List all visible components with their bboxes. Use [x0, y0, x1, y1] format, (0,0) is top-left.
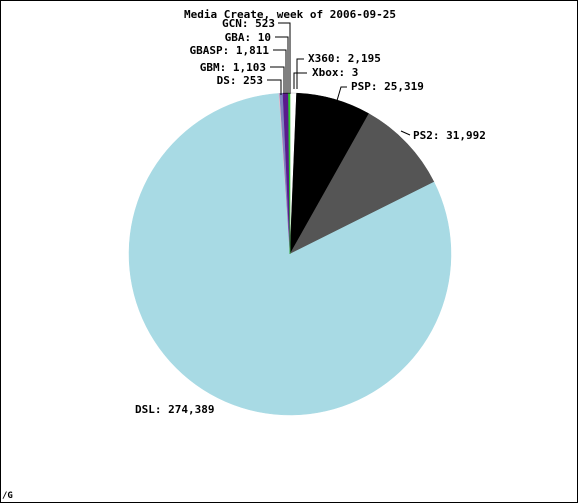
leader-line-gba — [275, 36, 289, 94]
slice-label-gba: GBA: 10 — [225, 31, 271, 44]
leader-line-gbasp — [273, 49, 287, 94]
slice-label-ps2: PS2: 31,992 — [413, 129, 486, 142]
slice-label-ds: DS: 253 — [217, 74, 263, 87]
slice-label-x360: X360: 2,195 — [308, 52, 381, 65]
pie-slice-ps2 — [289, 113, 435, 255]
slice-label-psp: PSP: 25,319 — [351, 80, 424, 93]
leader-line-x360 — [296, 58, 304, 89]
leader-line-gcn — [278, 22, 291, 94]
slice-label-dsl: DSL: 274,389 — [135, 403, 214, 416]
leader-line-ps2 — [400, 130, 411, 136]
leader-line-ds — [267, 79, 282, 95]
slice-label-xbox: Xbox: 3 — [312, 66, 358, 79]
slice-label-gbm: GBM: 1,103 — [200, 61, 266, 74]
leader-line-xbox — [293, 72, 307, 89]
leader-line-gbm — [270, 66, 285, 94]
pie-slice-dsl — [128, 93, 452, 416]
leader-line-psp — [335, 86, 347, 105]
slice-label-gcn: GCN: 523 — [222, 17, 275, 30]
slice-label-gbasp: GBASP: 1,811 — [190, 44, 270, 57]
chart-title: Media Create, week of 2006-09-25 — [184, 8, 396, 21]
corner-mark: /G — [2, 491, 13, 501]
